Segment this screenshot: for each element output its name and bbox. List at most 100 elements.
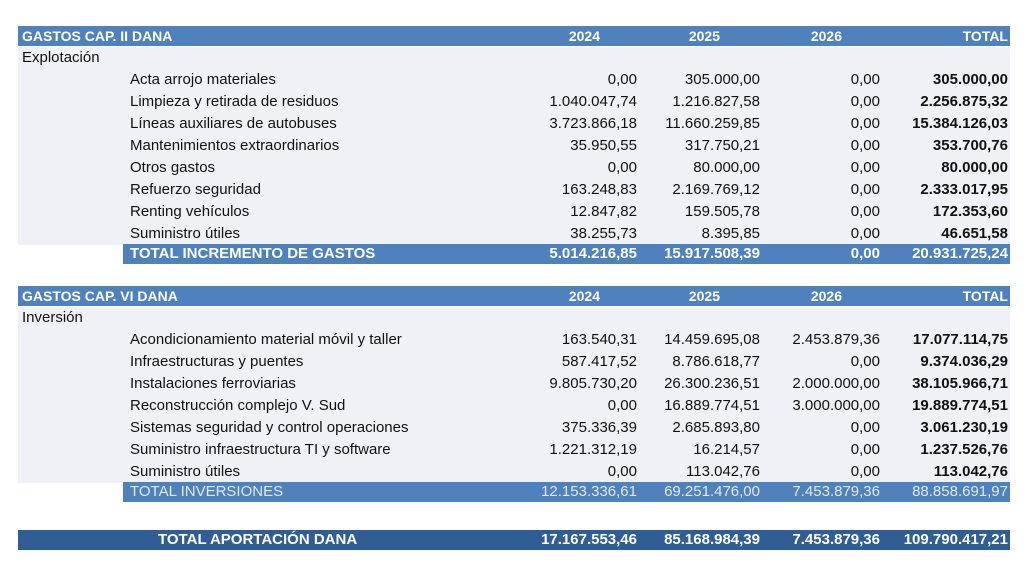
- cell-value: 2.169.769,12: [672, 181, 760, 198]
- grand-total-value: 109.790.417,21: [903, 531, 1008, 548]
- row-label: Limpieza y retirada de residuos: [130, 93, 339, 110]
- column-header: TOTAL: [962, 288, 1008, 304]
- row-label: Sistemas seguridad y control operaciones: [130, 419, 409, 436]
- cell-value: 35.950,55: [570, 137, 637, 154]
- cell-value: 2.000.000,00: [792, 375, 880, 392]
- cell-value: 12.847,82: [570, 203, 637, 220]
- total-value: 15.917.508,39: [664, 245, 760, 262]
- cell-value: 305.000,00: [684, 71, 760, 88]
- total-label: TOTAL INCREMENTO DE GASTOS: [130, 245, 376, 262]
- row-total: 113.042,76: [933, 463, 1008, 480]
- total-band: [123, 244, 1010, 264]
- cell-value: 0,00: [607, 159, 637, 176]
- cell-value: 0,00: [607, 397, 637, 414]
- row-total: 2.256.875,32: [920, 93, 1008, 110]
- cell-value: 0,00: [850, 115, 880, 132]
- row-label: Instalaciones ferroviarias: [130, 375, 296, 392]
- cell-value: 163.248,83: [561, 181, 637, 198]
- cell-value: 163.540,31: [561, 331, 637, 348]
- cell-value: 317.750,21: [684, 137, 760, 154]
- grand-total-value: 85.168.984,39: [664, 531, 760, 548]
- row-label: Acondicionamiento material móvil y talle…: [130, 331, 402, 348]
- row-label: Infraestructuras y puentes: [130, 353, 304, 370]
- cell-value: 159.505,78: [684, 203, 760, 220]
- cell-value: 0,00: [850, 419, 880, 436]
- row-total: 9.374.036,29: [920, 353, 1008, 370]
- total-value: 0,00: [850, 245, 880, 262]
- grand-total-value: 7.453.879,36: [792, 531, 880, 548]
- row-label: Suministro infraestructura TI y software: [130, 441, 391, 458]
- section-title: GASTOS CAP. VI DANA: [22, 288, 178, 304]
- column-header: 2026: [810, 288, 842, 304]
- total-label: TOTAL INVERSIONES: [130, 483, 284, 500]
- column-header: TOTAL: [962, 28, 1008, 44]
- row-total: 353.700,76: [932, 137, 1008, 154]
- cell-value: 587.417,52: [561, 353, 637, 370]
- row-total: 3.061.230,19: [920, 419, 1008, 436]
- total-value: 88.858.691,97: [912, 483, 1008, 500]
- cell-value: 1.040.047,74: [549, 93, 637, 110]
- row-total: 38.105.966,71: [912, 375, 1008, 392]
- row-total: 80.000,00: [941, 159, 1008, 176]
- cell-value: 11.660.259,85: [665, 115, 760, 132]
- row-total: 15.384.126,03: [912, 115, 1008, 132]
- cell-value: 0,00: [607, 463, 637, 480]
- row-label: Otros gastos: [130, 159, 216, 176]
- cell-value: 0,00: [850, 203, 880, 220]
- total-value: 69.251.476,00: [664, 483, 760, 500]
- cell-value: 38.255,73: [570, 225, 637, 242]
- grand-total-label: TOTAL APORTACIÓN DANA: [158, 531, 358, 548]
- total-value: 5.014.216,85: [549, 245, 637, 262]
- cell-value: 0,00: [850, 93, 880, 110]
- cell-value: 16.214,57: [693, 441, 760, 458]
- cell-value: 0,00: [850, 353, 880, 370]
- cell-value: 0,00: [607, 71, 637, 88]
- row-total: 19.889.774,51: [912, 397, 1008, 414]
- row-label: Suministro útiles: [130, 225, 241, 242]
- cell-value: 113.042,76: [686, 463, 760, 480]
- section-title: GASTOS CAP. II DANA: [22, 28, 173, 44]
- cell-value: 14.459.695,08: [664, 331, 760, 348]
- column-header: 2025: [688, 288, 720, 304]
- group-label: Inversión: [22, 309, 83, 326]
- total-band: [123, 482, 1010, 502]
- cell-value: 0,00: [850, 71, 880, 88]
- column-header: 2026: [810, 28, 842, 44]
- row-label: Acta arrojo materiales: [130, 71, 276, 88]
- cell-value: 26.300.236,51: [664, 375, 760, 392]
- cell-value: 375.336,39: [561, 419, 637, 436]
- row-total: 172.353,60: [932, 203, 1008, 220]
- cell-value: 8.395,85: [701, 225, 760, 242]
- total-value: 12.153.336,61: [541, 483, 637, 500]
- cell-value: 1.216.827,58: [672, 93, 760, 110]
- section-header-band: [18, 26, 1010, 46]
- cell-value: 9.805.730,20: [549, 375, 637, 392]
- cell-value: 8.786.618,77: [672, 353, 760, 370]
- group-band: [18, 47, 1010, 245]
- row-total: 305.000,00: [932, 71, 1008, 88]
- row-label: Suministro útiles: [130, 463, 241, 480]
- column-header: 2025: [688, 28, 720, 44]
- cell-value: 80.000,00: [693, 159, 760, 176]
- row-total: 46.651,58: [941, 225, 1008, 242]
- cell-value: 0,00: [850, 225, 880, 242]
- column-header: 2024: [568, 28, 600, 44]
- cell-value: 0,00: [850, 159, 880, 176]
- row-label: Mantenimientos extraordinarios: [130, 137, 340, 154]
- row-label: Reconstrucción complejo V. Sud: [130, 397, 346, 414]
- cell-value: 0,00: [850, 463, 880, 480]
- group-label: Explotación: [22, 49, 100, 66]
- row-label: Renting vehículos: [130, 203, 250, 220]
- cell-value: 16.889.774,51: [664, 397, 760, 414]
- total-value: 7.453.879,36: [792, 483, 880, 500]
- total-value: 20.931.725,24: [912, 245, 1008, 262]
- cell-value: 2.685.893,80: [672, 419, 760, 436]
- row-label: Líneas auxiliares de autobuses: [130, 115, 337, 132]
- column-header: 2024: [568, 288, 600, 304]
- section-header-band: [18, 286, 1010, 306]
- cell-value: 2.453.879,36: [792, 331, 880, 348]
- cell-value: 3.723.866,18: [549, 115, 637, 132]
- cell-value: 3.000.000,00: [792, 397, 880, 414]
- grand-total-value: 17.167.553,46: [541, 531, 637, 548]
